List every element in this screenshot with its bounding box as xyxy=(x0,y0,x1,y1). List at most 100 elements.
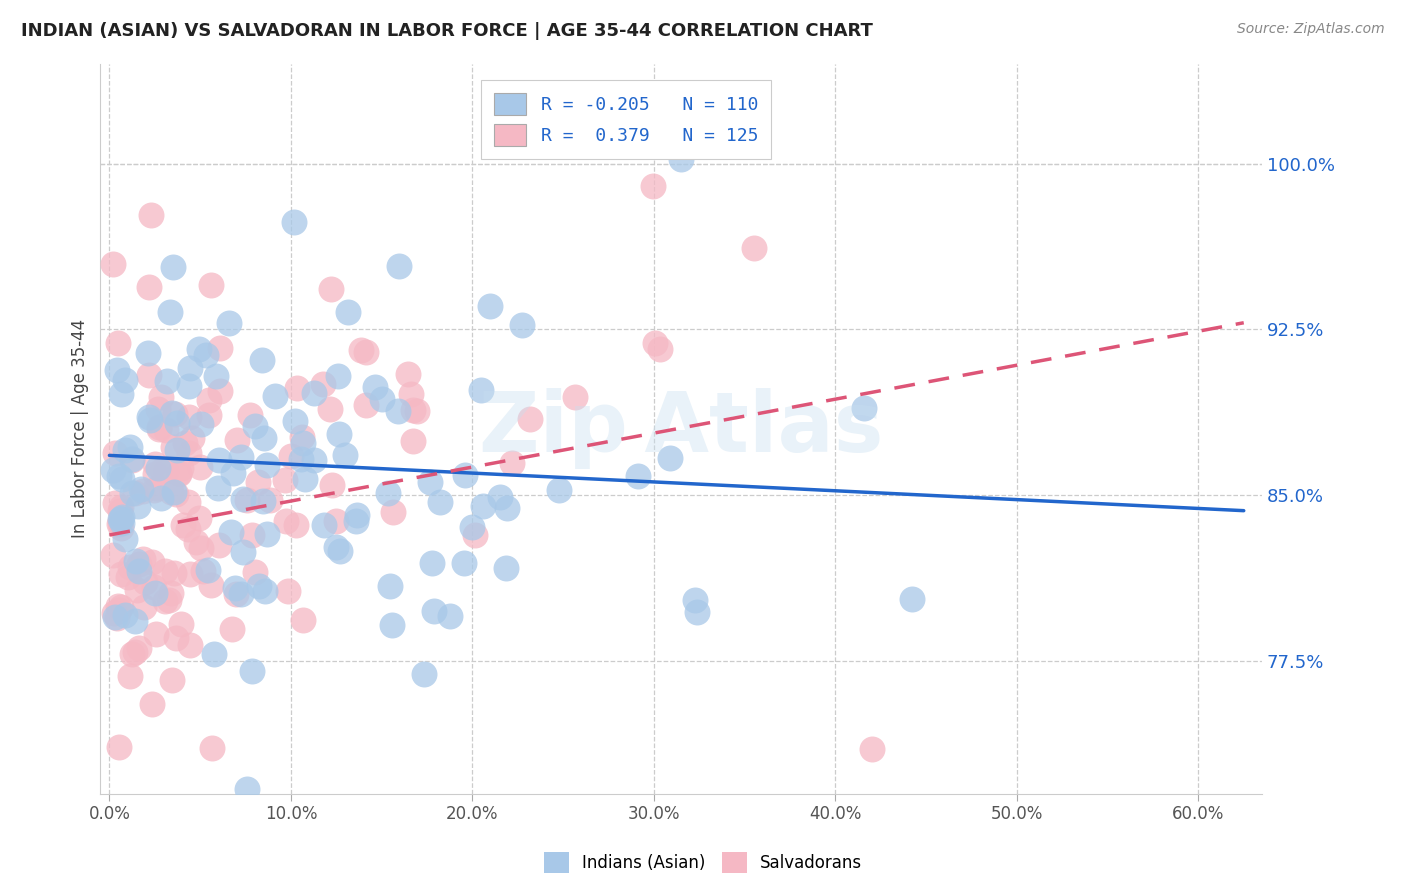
Point xyxy=(166,416,188,430)
Point xyxy=(138,413,160,427)
Point xyxy=(519,411,541,425)
Point xyxy=(240,664,263,678)
Point xyxy=(177,522,200,536)
Point xyxy=(319,402,342,417)
Point xyxy=(121,485,143,500)
Point xyxy=(141,555,163,569)
Point xyxy=(302,453,325,467)
Text: Zip Atlas: Zip Atlas xyxy=(479,388,883,469)
Point xyxy=(312,377,335,392)
Point xyxy=(188,342,211,356)
Point xyxy=(186,534,208,549)
Point xyxy=(380,618,402,632)
Point xyxy=(205,369,228,384)
Point xyxy=(346,508,368,522)
Point xyxy=(381,505,404,519)
Point xyxy=(169,617,191,632)
Point xyxy=(627,469,650,483)
Point xyxy=(229,587,252,601)
Point xyxy=(853,401,876,416)
Point xyxy=(159,304,181,318)
Point xyxy=(232,492,254,507)
Point xyxy=(401,403,423,417)
Point xyxy=(110,515,132,529)
Point xyxy=(489,490,512,504)
Point xyxy=(197,564,219,578)
Point xyxy=(104,610,127,624)
Point xyxy=(243,565,266,579)
Point xyxy=(479,299,502,313)
Point xyxy=(208,341,231,355)
Point xyxy=(121,452,143,467)
Point xyxy=(283,214,305,228)
Point xyxy=(218,317,240,331)
Legend: Indians (Asian), Salvadorans: Indians (Asian), Salvadorans xyxy=(537,846,869,880)
Point xyxy=(157,593,180,607)
Point xyxy=(138,368,160,383)
Point xyxy=(105,363,128,377)
Point xyxy=(173,436,195,450)
Point xyxy=(329,544,352,558)
Point xyxy=(149,491,172,505)
Point xyxy=(321,282,343,296)
Point xyxy=(256,526,278,541)
Point xyxy=(162,440,184,454)
Point xyxy=(290,451,312,466)
Point xyxy=(263,390,285,404)
Point xyxy=(108,503,131,517)
Text: Source: ZipAtlas.com: Source: ZipAtlas.com xyxy=(1237,22,1385,37)
Point xyxy=(138,279,160,293)
Point xyxy=(190,541,212,555)
Point xyxy=(160,406,183,420)
Point xyxy=(464,528,486,542)
Point xyxy=(641,178,664,193)
Point xyxy=(114,442,136,457)
Point xyxy=(145,627,167,641)
Point xyxy=(132,551,155,566)
Point xyxy=(285,381,308,395)
Point xyxy=(179,360,201,375)
Point xyxy=(101,463,124,477)
Point xyxy=(108,512,131,526)
Point xyxy=(170,461,193,475)
Point xyxy=(422,557,444,571)
Point xyxy=(118,440,141,454)
Point xyxy=(284,415,307,429)
Point xyxy=(155,464,177,478)
Point xyxy=(250,353,273,368)
Point xyxy=(114,532,136,546)
Point xyxy=(143,467,166,481)
Point xyxy=(110,599,132,614)
Point xyxy=(181,431,204,445)
Point xyxy=(423,604,446,618)
Point xyxy=(495,561,517,575)
Point xyxy=(292,435,315,450)
Point xyxy=(179,567,201,582)
Point xyxy=(274,473,297,487)
Point xyxy=(117,570,139,584)
Point xyxy=(495,500,517,515)
Point xyxy=(454,467,477,482)
Point xyxy=(252,494,274,508)
Point xyxy=(129,482,152,496)
Point xyxy=(548,483,571,497)
Point xyxy=(221,623,243,637)
Point xyxy=(124,554,146,568)
Point xyxy=(128,557,150,571)
Point xyxy=(104,445,127,459)
Legend: R = -0.205   N = 110, R =  0.379   N = 125: R = -0.205 N = 110, R = 0.379 N = 125 xyxy=(481,80,770,159)
Point xyxy=(101,548,124,562)
Point xyxy=(128,564,150,578)
Point xyxy=(108,517,131,532)
Point xyxy=(148,422,170,436)
Point xyxy=(277,584,299,599)
Point xyxy=(201,741,224,756)
Point xyxy=(153,593,176,607)
Point xyxy=(159,485,181,500)
Point xyxy=(658,451,681,466)
Point xyxy=(188,460,211,475)
Point xyxy=(141,697,163,711)
Point xyxy=(256,458,278,472)
Point xyxy=(471,499,494,513)
Point xyxy=(125,583,148,598)
